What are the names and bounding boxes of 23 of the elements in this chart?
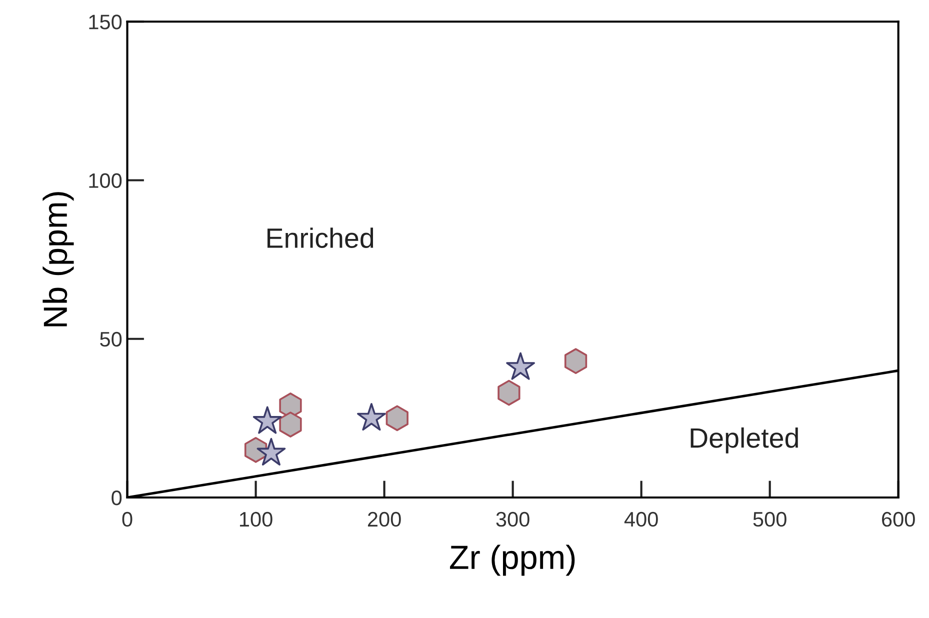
point — [498, 380, 520, 406]
x-tick-label: 600 — [882, 512, 915, 527]
point — [252, 406, 282, 434]
y-axis-title: Nb (ppm) — [42, 192, 74, 326]
x-axis-title: Zr (ppm) — [450, 544, 575, 576]
x-tick-label: 300 — [496, 512, 530, 527]
y-tick-label: 150 — [89, 14, 122, 30]
x-tick-label: 0 — [122, 512, 132, 527]
x-tick-label: 200 — [368, 512, 401, 527]
point — [564, 348, 588, 374]
annotation: Depleted — [690, 427, 798, 454]
point — [506, 352, 535, 380]
x-tick-label: 500 — [753, 512, 786, 527]
point — [386, 405, 408, 432]
point — [279, 412, 302, 438]
y-tick-label: 100 — [89, 173, 122, 188]
y-tick-label: 0 — [112, 490, 122, 506]
x-tick-label: 100 — [240, 512, 272, 527]
annotation: Enriched — [268, 228, 374, 248]
x-tick-label: 400 — [624, 512, 658, 527]
point — [357, 403, 386, 431]
y-tick-label: 50 — [100, 332, 122, 347]
point — [256, 438, 286, 466]
